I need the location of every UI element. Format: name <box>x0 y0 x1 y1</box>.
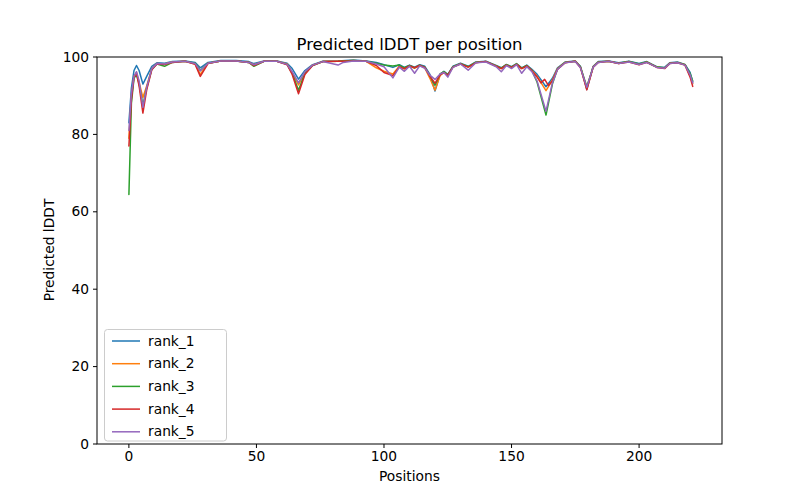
y-axis-label: Predicted lDDT <box>41 143 57 358</box>
x-tick-label: 100 <box>371 448 397 464</box>
legend-label-rank_2: rank_2 <box>148 355 195 371</box>
plot-canvas: 0 50 100 150 200 0 20 40 60 80 100 rank_1 rank_2rank… <box>0 0 800 500</box>
x-tick-label: 150 <box>498 448 524 464</box>
legend-label-rank_4: rank_4 <box>148 401 195 417</box>
y-tick-label: 60 <box>71 203 89 219</box>
matplotlib-figure: 0 50 100 150 200 0 20 40 60 80 100 rank_1 rank_2rank… <box>0 0 800 500</box>
x-tick-label: 200 <box>626 448 652 464</box>
legend-label-rank_1: rank_1 <box>148 333 195 349</box>
y-tick-label: 100 <box>63 49 89 65</box>
y-tick-label: 0 <box>80 436 89 452</box>
legend-label-rank_3: rank_3 <box>148 378 195 394</box>
y-tick-label: 40 <box>71 281 89 297</box>
legend-label-rank_5: rank_5 <box>148 423 195 439</box>
x-axis-label: Positions <box>97 468 722 484</box>
chart-title: Predicted lDDT per position <box>97 35 722 54</box>
x-tick-label: 50 <box>248 448 266 464</box>
y-tick-label: 80 <box>71 126 89 142</box>
y-tick-label: 20 <box>71 358 89 374</box>
x-tick-label: 0 <box>124 448 133 464</box>
